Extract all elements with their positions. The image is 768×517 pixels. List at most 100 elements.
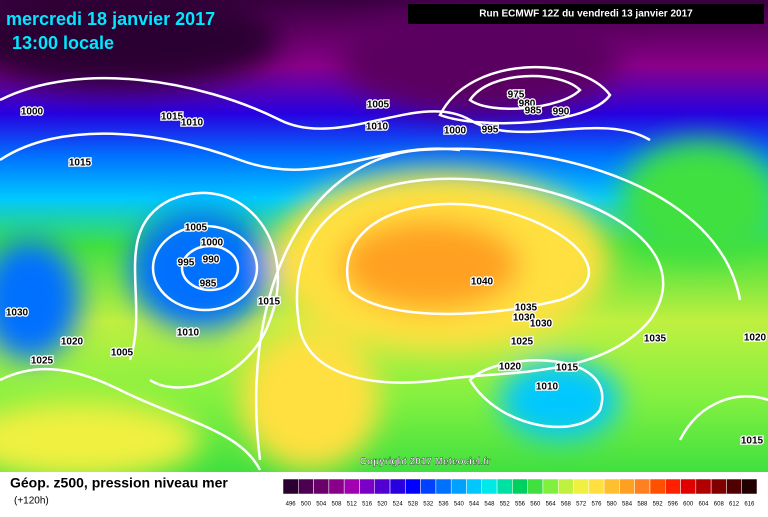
- colorbar-swatch: [619, 478, 635, 495]
- isobar-label: 1015: [161, 112, 184, 123]
- colorbar-label: 512: [347, 502, 358, 508]
- isobar-label: 1030: [530, 319, 553, 330]
- colorbar-swatch: [435, 478, 452, 495]
- colorbar-label: 504: [316, 502, 327, 508]
- map-subtitle: 13:00 locale: [12, 33, 114, 53]
- isobar-label: 1015: [741, 436, 764, 447]
- isobar-label: 975: [508, 90, 525, 101]
- colorbar-label: 496: [286, 502, 297, 508]
- colorbar-label: 568: [561, 502, 572, 508]
- isobar-label: 1025: [31, 356, 54, 367]
- colorbar-label: 544: [469, 502, 480, 508]
- colorbar-swatch: [481, 478, 498, 495]
- colorbar-swatch: [450, 478, 467, 495]
- colorbar-label: 564: [546, 502, 557, 508]
- colorbar-swatch: [634, 478, 651, 495]
- colorbar-swatch: [695, 478, 712, 495]
- colorbar-label: 604: [698, 502, 709, 508]
- isobar-label: 1035: [515, 303, 538, 314]
- colorbar-swatch: [374, 478, 391, 495]
- colorbar-label: 584: [622, 502, 633, 508]
- colorbar: 496 500 504 508 512 516 520 524 528 532 536 540 544 5…: [282, 478, 758, 508]
- colorbar-label: 576: [591, 502, 602, 508]
- colorbar-label: 552: [500, 502, 511, 508]
- lead-time: (+120h): [14, 496, 49, 507]
- isobar-label: 1015: [69, 158, 92, 169]
- colorbar-label: 608: [714, 502, 725, 508]
- colorbar-label: 516: [362, 502, 373, 508]
- colorbar-label: 540: [454, 502, 465, 508]
- isobar-label: 1015: [556, 363, 579, 374]
- isobar-label: 1000: [21, 107, 44, 118]
- colorbar-swatch: [542, 478, 559, 495]
- isobar-label: 1010: [181, 118, 204, 129]
- colorbar-label: 548: [484, 502, 495, 508]
- isobar-label: 1030: [513, 313, 536, 324]
- colorbar-swatch: [557, 478, 574, 495]
- colorbar-swatch: [282, 478, 299, 495]
- isobar-label: 1015: [258, 297, 281, 308]
- isobars: [0, 65, 768, 471]
- colorbar-label: 520: [377, 502, 388, 508]
- colorbar-label: 560: [530, 502, 541, 508]
- colorbar-label: 600: [683, 502, 694, 508]
- colorbar-label: 580: [607, 502, 618, 508]
- colorbar-swatch: [328, 478, 345, 495]
- isobar-label: 1020: [744, 333, 767, 344]
- colorbar-swatch: [603, 478, 620, 495]
- colorbar-swatch: [389, 478, 406, 495]
- colorbar-label: 572: [576, 502, 587, 508]
- colorbar-swatch: [680, 478, 697, 495]
- colorbar-swatch: [741, 478, 758, 495]
- isobar-label: 1005: [185, 223, 208, 234]
- copyright: Copyright 2017 Meteociel.fr: [360, 457, 491, 468]
- isobar-label: 1025: [511, 337, 534, 348]
- colorbar-swatch: [298, 478, 314, 495]
- isobar-label: 995: [482, 125, 499, 136]
- colorbar-label: 528: [408, 502, 419, 508]
- colorbar-swatch: [313, 478, 330, 495]
- colorbar-label: 612: [729, 502, 740, 508]
- isobar-label: 990: [203, 255, 220, 266]
- colorbar-swatch: [466, 478, 483, 495]
- colorbar-swatch: [573, 478, 590, 495]
- isobar-label: 1030: [6, 308, 29, 319]
- isobar-label: 1010: [536, 382, 559, 393]
- isobar-label: 1020: [499, 362, 522, 373]
- colorbar-swatch: [527, 478, 544, 495]
- colorbar-swatch: [710, 478, 727, 495]
- colorbar-label: 524: [393, 502, 404, 508]
- colorbar-swatch: [665, 478, 681, 495]
- isobar-label: 980: [519, 99, 536, 110]
- isobar-label: 990: [553, 107, 570, 118]
- isobar-label: 985: [200, 279, 217, 290]
- colorbar-swatch: [726, 478, 742, 495]
- isobar-label: 985: [525, 106, 542, 117]
- legend-title: Géop. z500, pression niveau mer: [10, 475, 228, 491]
- colorbar-label: 508: [332, 502, 343, 508]
- colorbar-label: 616: [744, 502, 755, 508]
- colorbar-label: 588: [637, 502, 648, 508]
- isobar-label: 1010: [366, 122, 389, 133]
- colorbar-label: 536: [439, 502, 450, 508]
- isobar-label: 1020: [61, 337, 84, 348]
- colorbar-label: 500: [301, 502, 312, 508]
- isobar-label: 1010: [177, 328, 200, 339]
- colorbar-swatch: [496, 478, 513, 495]
- colorbar-label: 592: [653, 502, 664, 508]
- run-info-box: [408, 4, 764, 24]
- isobar-label: 1005: [111, 348, 134, 359]
- colorbar-swatch: [512, 478, 528, 495]
- colorbar-swatch: [588, 478, 605, 495]
- run-info: Run ECMWF 12Z du vendredi 13 janvier 201…: [479, 9, 693, 20]
- colorbar-swatch: [359, 478, 375, 495]
- colorbar-swatch: [343, 478, 360, 495]
- map-title: mercredi 18 janvier 2017: [6, 9, 215, 29]
- colorbar-label: 532: [423, 502, 434, 508]
- isobar-label: 1005: [367, 100, 390, 111]
- isobar-label: 1040: [471, 277, 494, 288]
- colorbar-label: 556: [515, 502, 526, 508]
- isobar-label: 1000: [201, 238, 224, 249]
